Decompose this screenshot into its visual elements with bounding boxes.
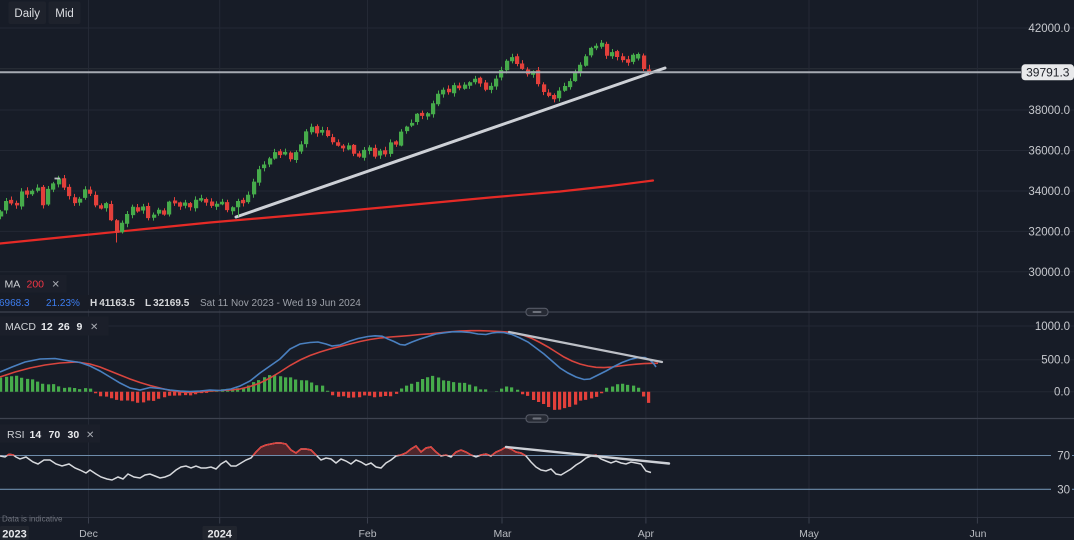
svg-text:MACD: MACD [5,321,36,333]
svg-text:14: 14 [30,429,42,441]
svg-text:Dec: Dec [79,528,98,540]
svg-text:30: 30 [68,429,80,441]
svg-text:Mid: Mid [55,8,74,20]
svg-text:Apr: Apr [638,528,655,540]
svg-text:Sat 11 Nov 2023 - Wed 19 Jun 2: Sat 11 Nov 2023 - Wed 19 Jun 2024 [200,298,361,309]
svg-text:26: 26 [58,321,70,333]
svg-text:70: 70 [49,429,61,441]
svg-text:21.23%: 21.23% [46,298,80,309]
svg-text:6968.3: 6968.3 [0,298,30,309]
svg-text:Jun: Jun [970,528,987,540]
svg-text:12: 12 [41,321,53,333]
svg-text:38000.0: 38000.0 [1028,105,1070,117]
svg-text:Data is indicative: Data is indicative [2,515,63,524]
svg-text:70: 70 [1057,451,1070,463]
svg-text:36000.0: 36000.0 [1028,146,1070,158]
svg-text:RSI: RSI [7,429,25,441]
svg-text:✕: ✕ [52,280,60,291]
svg-text:34000.0: 34000.0 [1028,186,1070,198]
svg-text:9: 9 [77,321,83,333]
svg-text:✕: ✕ [86,430,94,441]
svg-text:May: May [799,528,820,540]
svg-text:39791.3: 39791.3 [1026,66,1070,80]
svg-text:L 32169.5: L 32169.5 [145,298,190,309]
svg-text:2024: 2024 [207,528,232,540]
svg-text:30000.0: 30000.0 [1028,267,1070,279]
svg-text:30: 30 [1057,484,1070,496]
svg-text:0.0: 0.0 [1054,387,1070,399]
svg-text:✕: ✕ [90,322,98,333]
svg-text:1000.0: 1000.0 [1035,321,1070,333]
svg-text:200: 200 [27,279,45,291]
svg-text:MA: MA [5,279,21,291]
svg-text:42000.0: 42000.0 [1028,23,1070,35]
svg-text:500.0: 500.0 [1041,355,1070,367]
svg-text:32000.0: 32000.0 [1028,226,1070,238]
svg-text:2023: 2023 [2,528,26,540]
svg-text:H 41163.5: H 41163.5 [90,298,135,309]
svg-text:Mar: Mar [493,528,512,540]
svg-text:Feb: Feb [358,528,376,540]
svg-text:Daily: Daily [14,8,40,20]
